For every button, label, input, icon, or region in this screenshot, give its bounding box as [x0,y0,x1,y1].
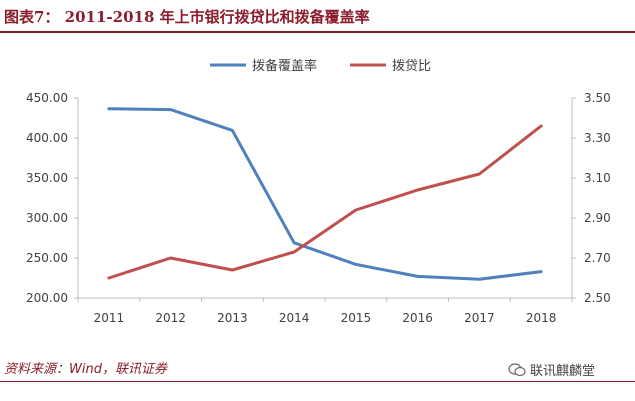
title-bar: 图表7： 2011-2018 年上市银行拨贷比和拨备覆盖率 [0,0,635,34]
x-tick-label: 2018 [526,311,557,325]
series-line-provision-loan-ratio [107,124,543,280]
x-tick-label: 2012 [155,311,186,325]
x-tick-label: 2011 [94,311,125,325]
x-tick-label: 2014 [279,311,310,325]
right-y-tick-label: 2.70 [584,251,611,265]
left-y-tick-label: 450.00 [26,91,68,105]
line-chart: 450.00 400.00 350.00 300.00 250.00 200.00 3.50… [26,58,611,325]
title-divider [0,31,635,33]
right-y-tick-label: 3.10 [584,171,611,185]
right-y-tick-label: 2.90 [584,211,611,225]
x-tick-label: 2016 [402,311,433,325]
footer-divider [0,381,635,382]
x-tick-label: 2013 [217,311,248,325]
legend-label: 拨贷比 [392,59,431,74]
x-tick-label: 2015 [341,311,372,325]
left-y-tick-label: 200.00 [26,291,68,305]
left-y-tick-label: 350.00 [26,171,68,185]
legend-label: 拨备覆盖率 [252,58,317,74]
right-y-tick-label: 3.30 [584,131,611,145]
wechat-icon [508,362,526,376]
watermark-text: 联讯麒麟堂 [530,364,596,379]
right-y-tick-label: 2.50 [584,291,611,305]
source-note: 资料来源：Wind，联讯证券 [4,362,167,377]
right-y-tick-label: 3.50 [584,91,611,105]
chart-title: 图表7： 2011-2018 年上市银行拨贷比和拨备覆盖率 [4,8,370,26]
series-line-provision-coverage-ratio [107,107,543,281]
left-y-tick-label: 400.00 [26,131,68,145]
watermark: 联讯麒麟堂 [508,360,595,379]
x-tick-label: 2017 [464,311,495,325]
left-y-tick-label: 250.00 [26,251,68,265]
left-y-tick-label: 300.00 [26,211,68,225]
